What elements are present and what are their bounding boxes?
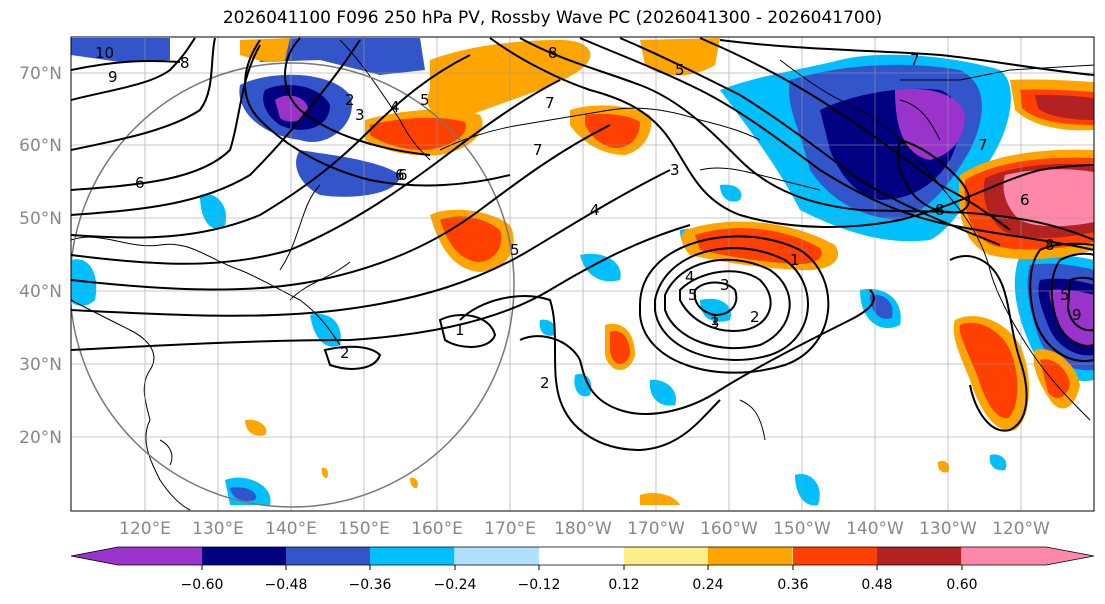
pv-contours xyxy=(71,37,1094,452)
colorbar-tick-label: −0.36 xyxy=(349,577,392,593)
contour-label: 5 xyxy=(1060,286,1070,304)
lon-label: 150°E xyxy=(338,519,390,539)
contour-label: 4 xyxy=(390,98,400,116)
contour-label: 3 xyxy=(720,276,730,294)
contour-label: 5 xyxy=(675,61,685,79)
colorbar-bin xyxy=(118,547,203,565)
lat-label: 50°N xyxy=(19,209,62,229)
contour-label: 7 xyxy=(978,136,988,154)
contour-label: 5 xyxy=(688,286,698,304)
colorbar-outline xyxy=(70,546,1095,566)
lon-label: 150°W xyxy=(773,519,831,539)
map-plot-area: 10 9 8 2 3 4 5 6 7 8 7 6 7 3 4 5 6 3 2 5… xyxy=(71,37,1094,511)
colorbar-tick-label: 0.24 xyxy=(692,577,723,593)
lon-label: 130°W xyxy=(919,519,977,539)
colorbar-bin xyxy=(202,547,287,565)
colorbar-bin xyxy=(708,547,793,565)
lat-label: 40°N xyxy=(19,282,62,302)
contour-label: 2 xyxy=(345,91,355,109)
contour-label: 10 xyxy=(95,44,114,62)
colorbar-tick-label: −0.48 xyxy=(265,577,308,593)
latitude-labels: 70°N 60°N 50°N 40°N 30°N 20°N xyxy=(19,64,62,448)
contour-label: 2 xyxy=(750,308,760,326)
contour-label: 3 xyxy=(710,314,720,332)
gridlines xyxy=(71,37,1094,511)
contour-label: 7 xyxy=(545,94,555,112)
contour-labels: 10 9 8 2 3 4 5 6 7 8 7 6 7 3 4 5 6 3 2 5… xyxy=(95,44,1082,392)
colorbar-tick-label: 0.12 xyxy=(608,577,639,593)
contour-label: 5 xyxy=(510,241,520,259)
contour-label: 9 xyxy=(108,68,118,86)
contour-label: 6 xyxy=(398,166,408,184)
colorbar-min-extend xyxy=(71,547,118,565)
contour-label: 7 xyxy=(910,51,920,69)
contour-label: 3 xyxy=(670,161,680,179)
lon-label: 140°E xyxy=(265,519,317,539)
contour-label: 4 xyxy=(590,201,600,219)
colorbar-bin xyxy=(793,547,878,565)
lat-label: 30°N xyxy=(19,355,62,375)
contour-label: 1 xyxy=(710,311,720,329)
contour-label: 1 xyxy=(455,321,465,339)
lon-label: 160°E xyxy=(411,519,463,539)
contour-label: 8 xyxy=(935,201,945,219)
colorbar-bin xyxy=(286,547,371,565)
lon-label: 170°E xyxy=(484,519,536,539)
map-frame xyxy=(70,36,1095,512)
contour-label: 7 xyxy=(533,141,543,159)
colorbar-tick-label: −0.12 xyxy=(518,577,561,593)
radius-circle xyxy=(71,62,515,508)
colorbar-max-extend xyxy=(1046,547,1094,565)
colorbar-bin xyxy=(877,547,962,565)
map-title: 2026041100 F096 250 hPa PV, Rossby Wave … xyxy=(222,8,883,28)
lon-label: 160°W xyxy=(700,519,758,539)
lon-label: 130°E xyxy=(192,519,244,539)
contour-label: 2 xyxy=(540,374,550,392)
lat-label: 20°N xyxy=(19,428,62,448)
contour-label: 1 xyxy=(790,251,800,269)
contour-label: 3 xyxy=(355,106,365,124)
contour-label: 2 xyxy=(340,344,350,362)
colorbar-bin xyxy=(455,547,540,565)
colorbar: −0.60 −0.48 −0.36 −0.24 −0.12 0.12 0.24 … xyxy=(70,546,1095,593)
contour-label: 6 xyxy=(395,166,405,184)
contour-label: 9 xyxy=(1072,306,1082,324)
colorbar-tick-label: 0.48 xyxy=(861,577,892,593)
lat-label: 60°N xyxy=(19,136,62,156)
lon-label: 140°W xyxy=(846,519,904,539)
colorbar-tick-label: 0.60 xyxy=(946,577,977,593)
lon-label: 170°W xyxy=(627,519,685,539)
colorbar-bin xyxy=(624,547,709,565)
lon-label: 180°W xyxy=(554,519,612,539)
lon-label: 120°E xyxy=(119,519,171,539)
coastlines xyxy=(71,39,1094,511)
colorbar-bin xyxy=(962,547,1047,565)
colorbar-tick-label: −0.60 xyxy=(181,577,224,593)
colorbar-bin xyxy=(370,547,455,565)
lat-label: 70°N xyxy=(19,64,62,84)
contour-label: 6 xyxy=(1020,191,1030,209)
colorbar-tick-label: 0.36 xyxy=(777,577,808,593)
contour-label: 8 xyxy=(1045,236,1055,254)
longitude-labels: 120°E 130°E 140°E 150°E 160°E 170°E 180°… xyxy=(119,519,1050,539)
contour-label: 4 xyxy=(685,268,695,286)
colorbar-tick-label: −0.24 xyxy=(434,577,477,593)
colorbar-ticks xyxy=(201,565,963,570)
contour-label: 8 xyxy=(180,54,190,72)
colorbar-bin xyxy=(539,547,624,565)
lon-label: 120°W xyxy=(992,519,1050,539)
contour-label: 5 xyxy=(420,91,430,109)
contour-label: 6 xyxy=(135,174,145,192)
contour-label: 8 xyxy=(548,44,558,62)
